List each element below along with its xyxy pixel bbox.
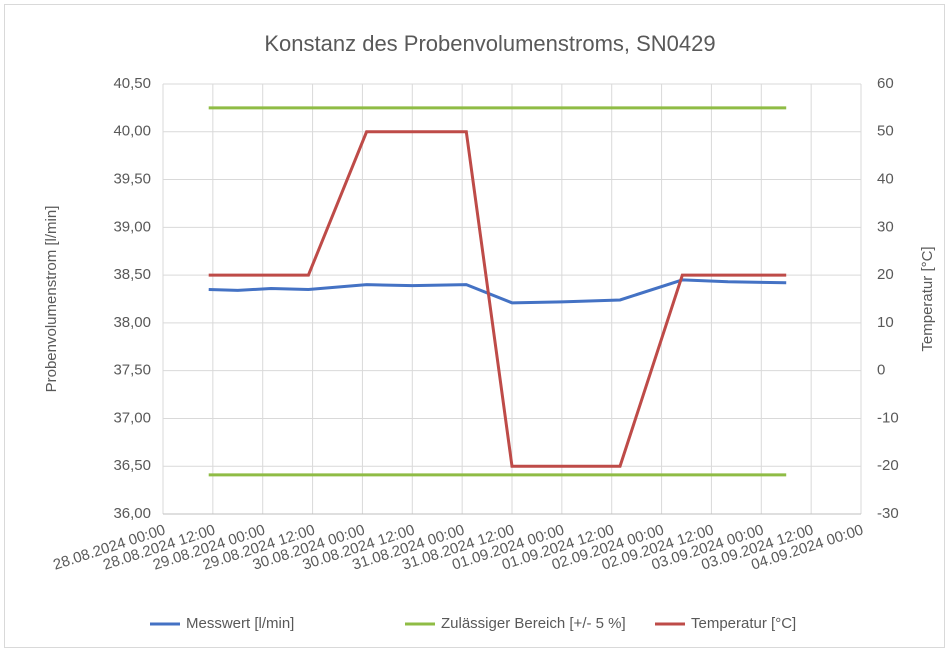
y2-tick-label: 0 (877, 362, 885, 379)
y-tick-label: 38,00 (113, 314, 151, 331)
y-tick-label: 38,50 (113, 266, 151, 283)
legend-label: Messwert [l/min] (186, 615, 294, 632)
series-line (208, 130, 787, 468)
y2-tick-label: -30 (877, 505, 899, 522)
y-tick-label: 40,00 (113, 123, 151, 140)
y2-tick-label: 40 (877, 171, 894, 188)
y2-tick-label: 50 (877, 123, 894, 140)
legend-label: Zulässiger Bereich [+/- 5 %] (441, 615, 626, 632)
y2-tick-label: 60 (877, 75, 894, 92)
chart-title: Konstanz des Probenvolumenstroms, SN0429 (264, 31, 715, 56)
y2-tick-label: 30 (877, 218, 894, 235)
y2-tick-label: -20 (877, 457, 899, 474)
chart-border (4, 4, 945, 648)
y2-tick-label: -10 (877, 409, 899, 426)
y-tick-label: 39,50 (113, 171, 151, 188)
y-tick-label: 36,50 (113, 457, 151, 474)
y-tick-label: 37,00 (113, 409, 151, 426)
y-tick-label: 40,50 (113, 75, 151, 92)
y-tick-label: 39,00 (113, 218, 151, 235)
y2-tick-label: 20 (877, 266, 894, 283)
y-tick-label: 36,00 (113, 505, 151, 522)
y2-axis-label: Temperatur [°C] (919, 246, 936, 351)
y-axis-label: Probenvolumenstrom [l/min] (43, 206, 60, 393)
legend-label: Temperatur [°C] (691, 615, 796, 632)
y2-tick-label: 10 (877, 314, 894, 331)
y-tick-label: 37,50 (113, 362, 151, 379)
